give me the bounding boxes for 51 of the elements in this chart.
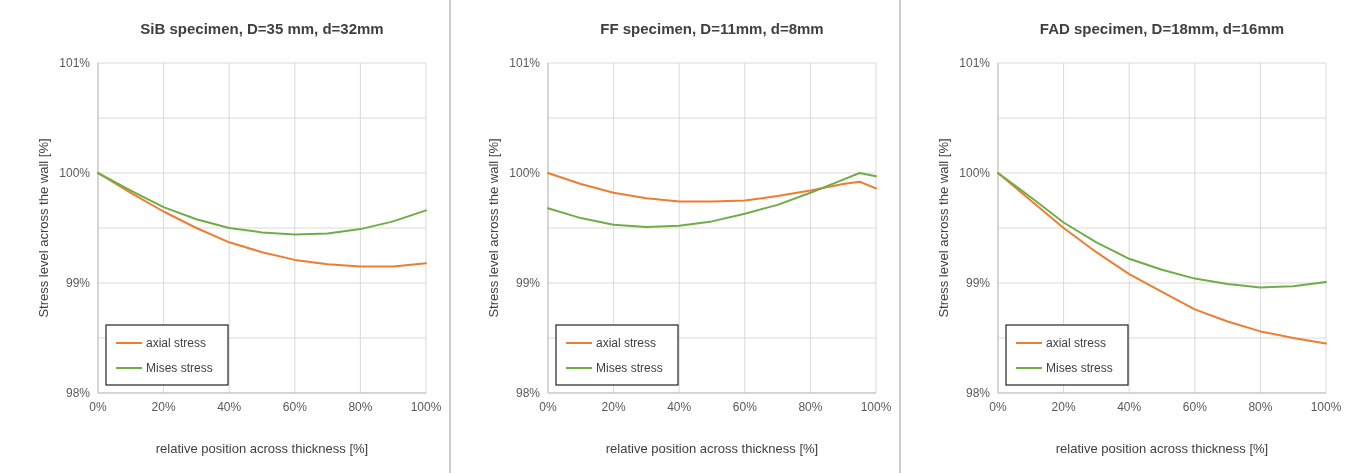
y-tick-label: 100% bbox=[59, 166, 91, 181]
y-axis-title: Stress level across the wall [%] bbox=[36, 138, 51, 318]
y-tick-label: 101% bbox=[509, 56, 541, 71]
x-axis-title: relative position across thickness [%] bbox=[605, 441, 819, 456]
y-tick-label: 100% bbox=[959, 166, 991, 181]
x-axis-title: relative position across thickness [%] bbox=[1055, 441, 1269, 456]
y-tick-label: 101% bbox=[59, 56, 91, 71]
y-axis-title: Stress level across the wall [%] bbox=[936, 138, 951, 318]
y-tick-label: 98% bbox=[65, 386, 91, 401]
y-tick-label: 99% bbox=[65, 276, 91, 291]
chart-title: FF specimen, D=11mm, d=8mm bbox=[600, 20, 824, 37]
y-tick-label: 99% bbox=[515, 276, 541, 291]
line-series bbox=[97, 172, 427, 268]
legend-label: Mises stress bbox=[146, 361, 213, 376]
y-tick-label: 99% bbox=[965, 276, 991, 291]
x-tick-label: 60% bbox=[282, 400, 308, 414]
chart-title: FAD specimen, D=18mm, d=16mm bbox=[1039, 20, 1285, 37]
y-axis-title: Stress level across the wall [%] bbox=[486, 138, 501, 318]
x-tick-label: 100% bbox=[410, 400, 442, 414]
x-tick-label: 0% bbox=[989, 400, 1007, 414]
x-tick-label: 100% bbox=[1310, 400, 1342, 414]
x-axis-title: relative position across thickness [%] bbox=[155, 441, 369, 456]
chart-title: SiB specimen, D=35 mm, d=32mm bbox=[140, 20, 384, 37]
y-tick-label: 98% bbox=[965, 386, 991, 401]
x-tick-label: 80% bbox=[798, 400, 823, 414]
x-tick-label: 60% bbox=[732, 400, 758, 414]
x-tick-label: 40% bbox=[667, 400, 692, 414]
x-tick-label: 100% bbox=[860, 400, 892, 414]
x-tick-label: 60% bbox=[1182, 400, 1208, 414]
x-tick-label: 80% bbox=[1248, 400, 1273, 414]
x-tick-label: 40% bbox=[1117, 400, 1142, 414]
line-series bbox=[547, 172, 877, 203]
x-tick-label: 40% bbox=[217, 400, 242, 414]
line-series bbox=[997, 172, 1327, 289]
y-tick-label: 100% bbox=[509, 166, 541, 181]
line-series bbox=[97, 172, 427, 236]
legend-label: Mises stress bbox=[596, 361, 663, 376]
legend-label: Mises stress bbox=[1046, 361, 1113, 376]
line-series bbox=[547, 172, 877, 228]
x-tick-label: 20% bbox=[151, 400, 176, 414]
y-tick-label: 101% bbox=[959, 56, 991, 71]
x-tick-label: 0% bbox=[89, 400, 107, 414]
x-tick-label: 20% bbox=[1051, 400, 1076, 414]
y-tick-label: 98% bbox=[515, 386, 541, 401]
legend-label: axial stress bbox=[146, 336, 207, 351]
x-tick-label: 80% bbox=[348, 400, 373, 414]
x-tick-label: 20% bbox=[601, 400, 626, 414]
line-series bbox=[997, 172, 1327, 345]
x-tick-label: 0% bbox=[539, 400, 557, 414]
legend-label: axial stress bbox=[1046, 336, 1107, 351]
legend-label: axial stress bbox=[596, 336, 657, 351]
